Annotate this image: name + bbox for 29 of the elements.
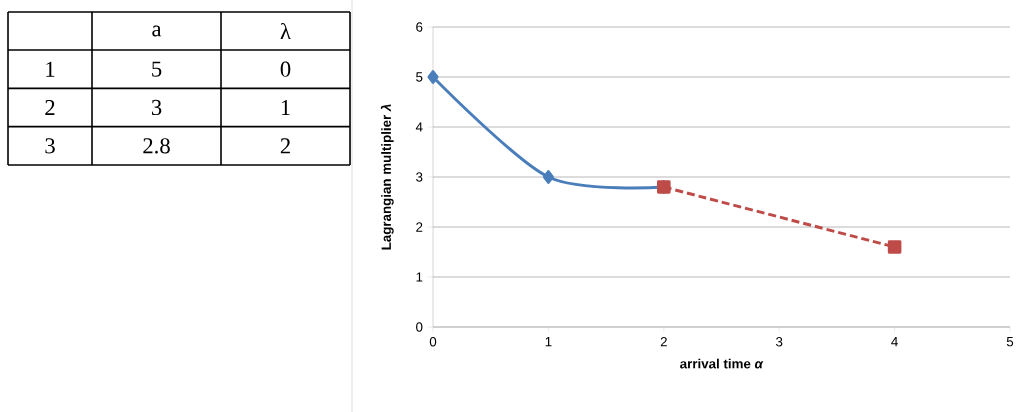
y-axis-title: Lagrangian multiplier λ xyxy=(380,104,394,250)
point xyxy=(542,170,554,184)
data-label: 1 xyxy=(281,100,290,115)
point xyxy=(887,240,902,254)
x-tick-label: 4 xyxy=(891,337,898,347)
data-label: 0 xyxy=(280,61,291,77)
y-tick-label: 6 xyxy=(416,22,423,32)
y-tick-label: 3 xyxy=(416,172,423,182)
point xyxy=(427,70,439,84)
x-tick-label: a xyxy=(152,25,162,37)
x-tick-label: λ xyxy=(280,23,291,39)
data-label: 5 xyxy=(152,61,162,77)
x-axis-title: arrival time α xyxy=(680,358,764,369)
y-tick-label: 3 xyxy=(45,138,55,154)
data-label: 2 xyxy=(280,138,290,154)
y-tick-label: 0 xyxy=(416,322,423,332)
y-tick-label: 1 xyxy=(416,272,423,282)
y-tick-label: 2 xyxy=(416,222,423,232)
y-tick-label: 2 xyxy=(45,99,55,115)
y-tick-label: 1 xyxy=(46,61,55,77)
data-label: 2.8 xyxy=(143,138,170,154)
x-tick-label: 0 xyxy=(429,337,437,347)
x-tick-label: 1 xyxy=(545,337,552,347)
y-tick-label: 4 xyxy=(415,122,423,132)
x-tick-label: 2 xyxy=(660,337,667,347)
data-label: 3 xyxy=(151,99,162,116)
x-tick-label: 3 xyxy=(776,337,783,347)
y-tick-label: 5 xyxy=(416,72,423,82)
x-tick-label: 5 xyxy=(1006,337,1014,347)
